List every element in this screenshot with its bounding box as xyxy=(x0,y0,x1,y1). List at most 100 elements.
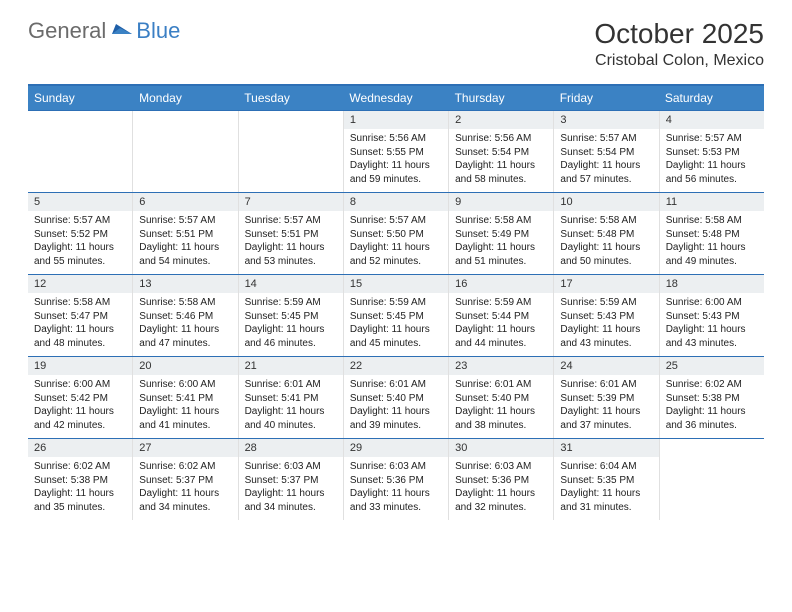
sunset-text: Sunset: 5:45 PM xyxy=(350,310,442,324)
title-block: October 2025 Cristobal Colon, Mexico xyxy=(594,18,764,70)
daylight-text: Daylight: 11 hours and 50 minutes. xyxy=(560,241,652,268)
sunrise-text: Sunrise: 6:03 AM xyxy=(245,460,337,474)
sunrise-text: Sunrise: 6:00 AM xyxy=(666,296,758,310)
daylight-text: Daylight: 11 hours and 52 minutes. xyxy=(350,241,442,268)
day-body: Sunrise: 6:02 AMSunset: 5:38 PMDaylight:… xyxy=(660,375,764,438)
dow-row: Sunday Monday Tuesday Wednesday Thursday… xyxy=(28,86,764,110)
day-cell: 2Sunrise: 5:56 AMSunset: 5:54 PMDaylight… xyxy=(449,111,554,192)
page-title: October 2025 xyxy=(594,18,764,50)
day-body: Sunrise: 5:57 AMSunset: 5:51 PMDaylight:… xyxy=(239,211,343,274)
dow-saturday: Saturday xyxy=(659,86,764,110)
day-number: 13 xyxy=(133,275,237,293)
sunset-text: Sunset: 5:40 PM xyxy=(455,392,547,406)
sunset-text: Sunset: 5:54 PM xyxy=(455,146,547,160)
daylight-text: Daylight: 11 hours and 59 minutes. xyxy=(350,159,442,186)
day-cell: 15Sunrise: 5:59 AMSunset: 5:45 PMDayligh… xyxy=(344,275,449,356)
daylight-text: Daylight: 11 hours and 40 minutes. xyxy=(245,405,337,432)
day-number xyxy=(239,111,343,117)
sunset-text: Sunset: 5:38 PM xyxy=(666,392,758,406)
daylight-text: Daylight: 11 hours and 32 minutes. xyxy=(455,487,547,514)
sunrise-text: Sunrise: 5:57 AM xyxy=(560,132,652,146)
daylight-text: Daylight: 11 hours and 49 minutes. xyxy=(666,241,758,268)
week-row: 12Sunrise: 5:58 AMSunset: 5:47 PMDayligh… xyxy=(28,274,764,356)
daylight-text: Daylight: 11 hours and 43 minutes. xyxy=(666,323,758,350)
logo: General Blue xyxy=(28,18,180,44)
day-cell: 24Sunrise: 6:01 AMSunset: 5:39 PMDayligh… xyxy=(554,357,659,438)
day-body: Sunrise: 6:03 AMSunset: 5:37 PMDaylight:… xyxy=(239,457,343,520)
sunset-text: Sunset: 5:43 PM xyxy=(560,310,652,324)
daylight-text: Daylight: 11 hours and 51 minutes. xyxy=(455,241,547,268)
sunset-text: Sunset: 5:47 PM xyxy=(34,310,126,324)
day-body: Sunrise: 5:59 AMSunset: 5:45 PMDaylight:… xyxy=(239,293,343,356)
day-number: 16 xyxy=(449,275,553,293)
day-number: 2 xyxy=(449,111,553,129)
day-number xyxy=(133,111,237,117)
day-body: Sunrise: 5:58 AMSunset: 5:48 PMDaylight:… xyxy=(660,211,764,274)
day-number: 25 xyxy=(660,357,764,375)
day-number: 15 xyxy=(344,275,448,293)
sunset-text: Sunset: 5:36 PM xyxy=(455,474,547,488)
day-cell: 30Sunrise: 6:03 AMSunset: 5:36 PMDayligh… xyxy=(449,439,554,520)
sunrise-text: Sunrise: 5:57 AM xyxy=(666,132,758,146)
day-cell: 17Sunrise: 5:59 AMSunset: 5:43 PMDayligh… xyxy=(554,275,659,356)
day-cell: 8Sunrise: 5:57 AMSunset: 5:50 PMDaylight… xyxy=(344,193,449,274)
sunrise-text: Sunrise: 5:57 AM xyxy=(139,214,231,228)
sunrise-text: Sunrise: 6:02 AM xyxy=(139,460,231,474)
sunset-text: Sunset: 5:53 PM xyxy=(666,146,758,160)
day-cell: 20Sunrise: 6:00 AMSunset: 5:41 PMDayligh… xyxy=(133,357,238,438)
sunrise-text: Sunrise: 5:58 AM xyxy=(139,296,231,310)
day-cell: 5Sunrise: 5:57 AMSunset: 5:52 PMDaylight… xyxy=(28,193,133,274)
logo-flag-icon xyxy=(110,20,134,43)
sunrise-text: Sunrise: 6:03 AM xyxy=(455,460,547,474)
sunset-text: Sunset: 5:43 PM xyxy=(666,310,758,324)
dow-friday: Friday xyxy=(554,86,659,110)
day-cell xyxy=(133,111,238,192)
day-number: 21 xyxy=(239,357,343,375)
day-body: Sunrise: 6:00 AMSunset: 5:43 PMDaylight:… xyxy=(660,293,764,356)
day-body: Sunrise: 6:01 AMSunset: 5:40 PMDaylight:… xyxy=(449,375,553,438)
sunrise-text: Sunrise: 5:58 AM xyxy=(666,214,758,228)
daylight-text: Daylight: 11 hours and 34 minutes. xyxy=(245,487,337,514)
day-cell: 14Sunrise: 5:59 AMSunset: 5:45 PMDayligh… xyxy=(239,275,344,356)
sunset-text: Sunset: 5:52 PM xyxy=(34,228,126,242)
sunrise-text: Sunrise: 6:02 AM xyxy=(666,378,758,392)
day-body: Sunrise: 5:56 AMSunset: 5:54 PMDaylight:… xyxy=(449,129,553,192)
day-number: 5 xyxy=(28,193,132,211)
location-label: Cristobal Colon, Mexico xyxy=(594,52,764,70)
day-cell: 13Sunrise: 5:58 AMSunset: 5:46 PMDayligh… xyxy=(133,275,238,356)
day-cell: 16Sunrise: 5:59 AMSunset: 5:44 PMDayligh… xyxy=(449,275,554,356)
day-body: Sunrise: 5:58 AMSunset: 5:48 PMDaylight:… xyxy=(554,211,658,274)
daylight-text: Daylight: 11 hours and 38 minutes. xyxy=(455,405,547,432)
daylight-text: Daylight: 11 hours and 46 minutes. xyxy=(245,323,337,350)
daylight-text: Daylight: 11 hours and 39 minutes. xyxy=(350,405,442,432)
sunset-text: Sunset: 5:38 PM xyxy=(34,474,126,488)
sunset-text: Sunset: 5:35 PM xyxy=(560,474,652,488)
day-body: Sunrise: 5:56 AMSunset: 5:55 PMDaylight:… xyxy=(344,129,448,192)
day-body: Sunrise: 6:01 AMSunset: 5:40 PMDaylight:… xyxy=(344,375,448,438)
sunrise-text: Sunrise: 5:58 AM xyxy=(34,296,126,310)
sunrise-text: Sunrise: 5:56 AM xyxy=(350,132,442,146)
day-cell: 26Sunrise: 6:02 AMSunset: 5:38 PMDayligh… xyxy=(28,439,133,520)
sunrise-text: Sunrise: 5:58 AM xyxy=(560,214,652,228)
day-cell: 28Sunrise: 6:03 AMSunset: 5:37 PMDayligh… xyxy=(239,439,344,520)
day-body: Sunrise: 6:03 AMSunset: 5:36 PMDaylight:… xyxy=(344,457,448,520)
day-number: 11 xyxy=(660,193,764,211)
day-number: 27 xyxy=(133,439,237,457)
day-cell: 10Sunrise: 5:58 AMSunset: 5:48 PMDayligh… xyxy=(554,193,659,274)
day-body: Sunrise: 5:57 AMSunset: 5:51 PMDaylight:… xyxy=(133,211,237,274)
day-body: Sunrise: 6:01 AMSunset: 5:41 PMDaylight:… xyxy=(239,375,343,438)
day-body: Sunrise: 5:57 AMSunset: 5:52 PMDaylight:… xyxy=(28,211,132,274)
day-body: Sunrise: 5:58 AMSunset: 5:46 PMDaylight:… xyxy=(133,293,237,356)
day-number: 12 xyxy=(28,275,132,293)
daylight-text: Daylight: 11 hours and 44 minutes. xyxy=(455,323,547,350)
day-number: 3 xyxy=(554,111,658,129)
day-cell: 7Sunrise: 5:57 AMSunset: 5:51 PMDaylight… xyxy=(239,193,344,274)
daylight-text: Daylight: 11 hours and 45 minutes. xyxy=(350,323,442,350)
daylight-text: Daylight: 11 hours and 35 minutes. xyxy=(34,487,126,514)
daylight-text: Daylight: 11 hours and 31 minutes. xyxy=(560,487,652,514)
day-number: 9 xyxy=(449,193,553,211)
day-number: 26 xyxy=(28,439,132,457)
sunset-text: Sunset: 5:40 PM xyxy=(350,392,442,406)
week-row: 1Sunrise: 5:56 AMSunset: 5:55 PMDaylight… xyxy=(28,110,764,192)
sunrise-text: Sunrise: 6:01 AM xyxy=(245,378,337,392)
